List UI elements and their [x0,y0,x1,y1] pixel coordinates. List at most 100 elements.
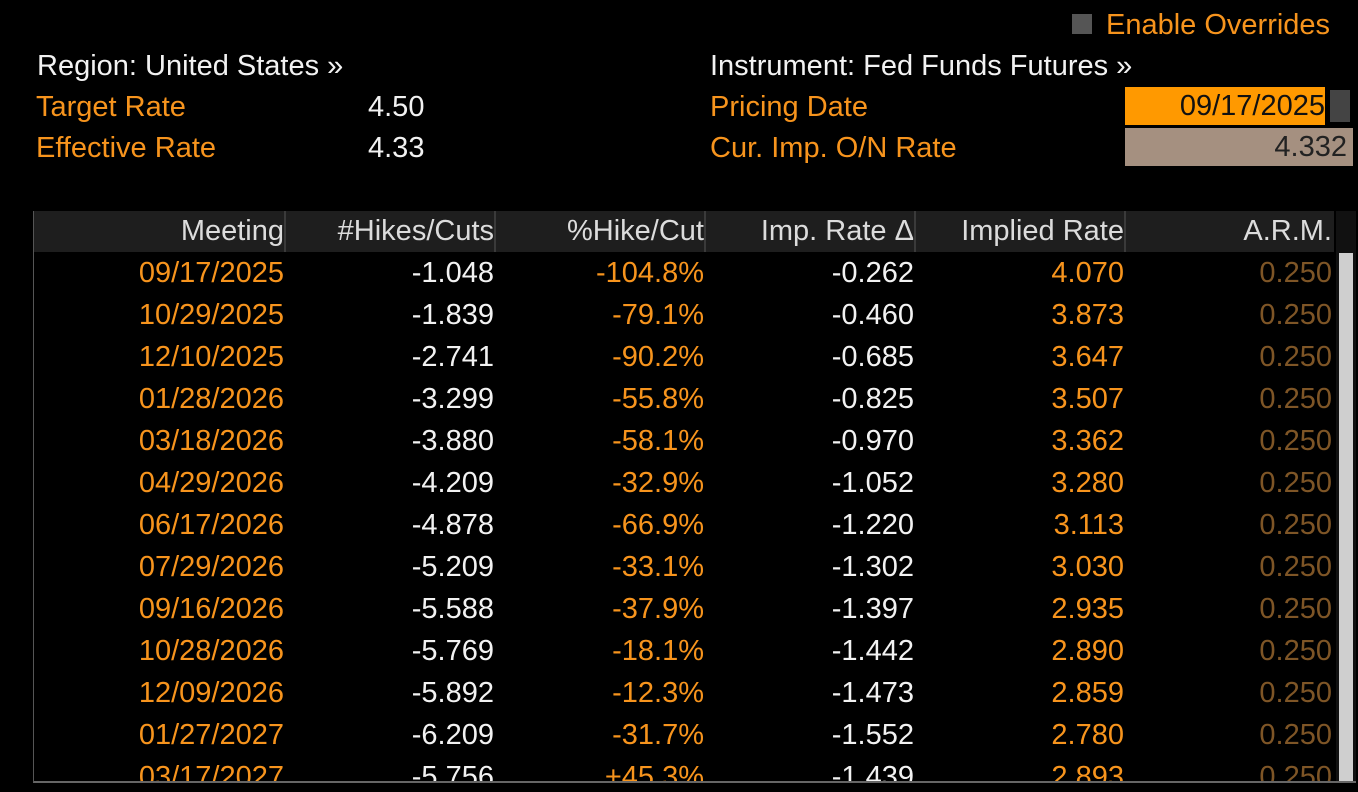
enable-overrides[interactable]: Enable Overrides [1106,9,1331,41]
cell: -104.8% [595,257,704,289]
cell: -5.769 [411,635,494,667]
cell: -90.2% [612,341,704,373]
cell: 06/17/2026 [138,509,284,541]
cell: -18.1% [612,635,704,667]
field-label: Target Rate [36,91,186,123]
cell: 2.859 [1051,677,1124,709]
cell: -3.880 [411,425,494,457]
cell: -31.7% [612,719,704,751]
cell: 0.250 [1259,551,1332,583]
cell: 0.250 [1259,383,1332,415]
cell: 3.507 [1051,383,1124,415]
cell: -3.299 [411,383,494,415]
table: Meeting #Hikes/Cuts %Hike/Cut Imp. Rate Δ Im… [33,211,1356,783]
field-label: Cur. Imp. O/N Rate [710,132,957,164]
cell: 3.362 [1051,425,1124,457]
cell: -5.756 [411,761,494,783]
cell: 3.280 [1051,467,1124,499]
cell: -1.473 [831,677,914,709]
cell: 0.250 [1259,593,1332,625]
cell: 2.935 [1051,593,1124,625]
field-value: 4.33 [368,132,425,164]
cell: 09/16/2026 [138,593,284,625]
cell: 2.890 [1051,635,1124,667]
cell: -0.685 [831,341,914,373]
cell: 10/28/2026 [138,635,284,667]
cell: 2.893 [1051,761,1124,783]
cell: 0.250 [1259,719,1332,751]
cell: -1.439 [831,761,914,783]
region[interactable]: Region: United States » [37,50,344,82]
cell: 03/17/2027 [138,761,284,783]
cell: 0.250 [1259,299,1332,331]
pricing-date-input[interactable]: 09/17/2025 [1125,87,1325,125]
column-divider [704,211,706,252]
cell: -5.209 [411,551,494,583]
cell: 0.250 [1259,257,1332,289]
cell: -66.9% [612,509,704,541]
scroll-thumb[interactable] [1339,253,1353,781]
rate-input[interactable]: 4.332 [1125,128,1353,166]
cell: 01/27/2027 [138,719,284,751]
cell: -1.052 [831,467,914,499]
cell: 12/10/2025 [138,341,284,373]
cell: 4.070 [1051,257,1124,289]
cell: 3.873 [1051,299,1124,331]
cell: -55.8% [612,383,704,415]
cell: -32.9% [612,467,704,499]
cell: 3.647 [1051,341,1124,373]
cell: +45.3% [604,761,704,783]
cell: 0.250 [1259,425,1332,457]
field-label: Effective Rate [36,132,217,164]
cell: -0.460 [831,299,914,331]
cell: -1.442 [831,635,914,667]
cell: -79.1% [612,299,704,331]
column-divider [284,211,286,252]
instrument[interactable]: Instrument: Fed Funds Futures » [710,50,1133,82]
cell: -37.9% [612,593,704,625]
cell: 03/18/2026 [138,425,284,457]
cell: -1.397 [831,593,914,625]
cell: -6.209 [411,719,494,751]
calendar-button[interactable] [1330,90,1350,122]
column-divider [914,211,916,252]
cell: -2.741 [411,341,494,373]
cell: -0.970 [831,425,914,457]
cell: -0.825 [831,383,914,415]
cell: 0.250 [1259,341,1332,373]
cell: -5.588 [411,593,494,625]
column-header: Meeting [180,215,284,247]
column-header: Implied Rate [961,215,1124,247]
cell: -1.839 [411,299,494,331]
cell: 3.030 [1051,551,1124,583]
cell: -0.262 [831,257,914,289]
cell: 07/29/2026 [138,551,284,583]
field-value: 4.50 [368,91,425,123]
cell: -1.220 [831,509,914,541]
field-label: Pricing Date [710,91,868,123]
column-header: #Hikes/Cuts [337,215,494,247]
cell: -4.209 [411,467,494,499]
cell: -1.552 [831,719,914,751]
column-divider [494,211,496,252]
cell: -4.878 [411,509,494,541]
table-header: Meeting #Hikes/Cuts %Hike/Cut Imp. Rate Δ Im… [34,211,1334,252]
cell: 0.250 [1259,761,1332,783]
column-header: %Hike/Cut [567,215,704,247]
scrollbar[interactable] [1336,211,1356,781]
column-header: Imp. Rate Δ [760,215,914,247]
cell: -5.892 [411,677,494,709]
cell: -1.048 [411,257,494,289]
cell: -33.1% [612,551,704,583]
cell: 3.113 [1053,509,1124,541]
cell: 04/29/2026 [138,467,284,499]
override-checkbox[interactable] [1072,14,1092,34]
cell: -58.1% [612,425,704,457]
cell: 09/17/2025 [138,257,284,289]
column-header: A.R.M. [1243,215,1332,247]
column-divider [1124,211,1126,252]
cell: -12.3% [612,677,704,709]
cell: -1.302 [831,551,914,583]
cell: 0.250 [1259,635,1332,667]
